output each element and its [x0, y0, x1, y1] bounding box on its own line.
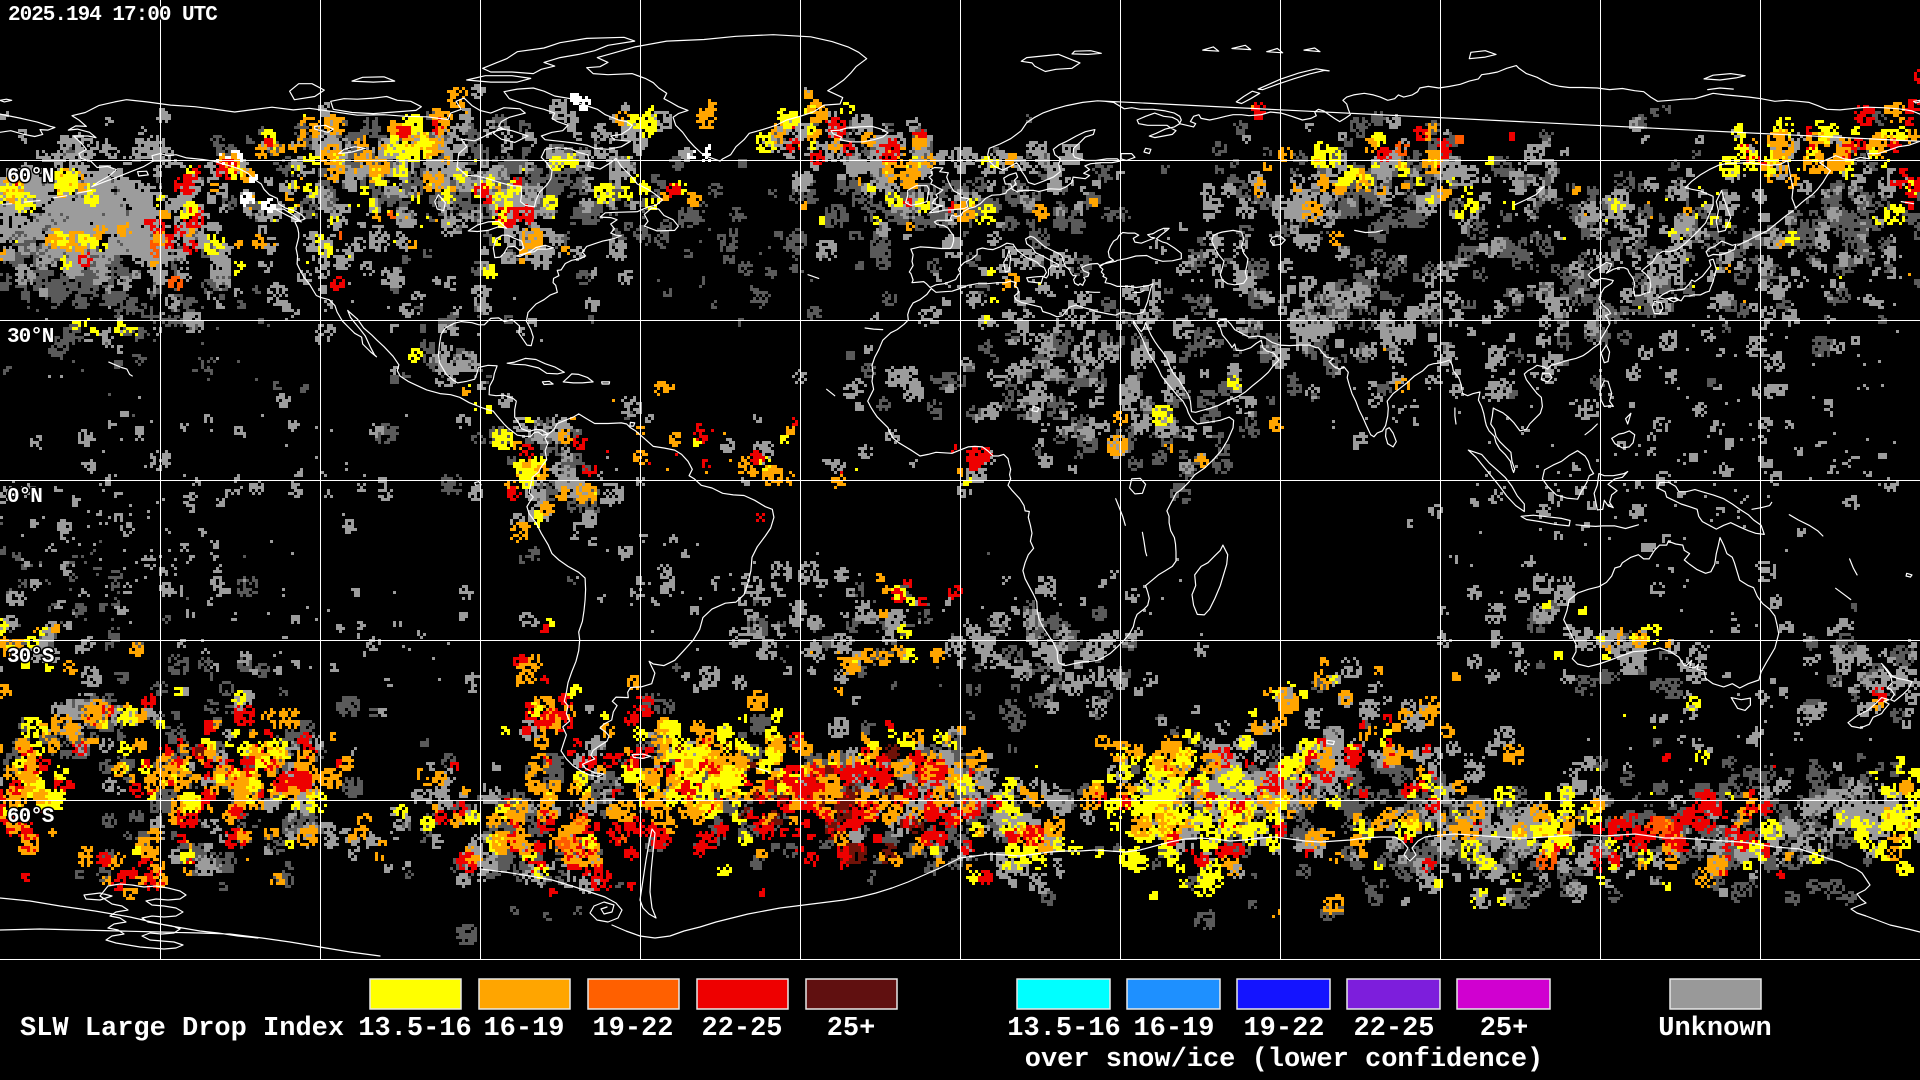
svg-text:25+: 25+	[1480, 1014, 1529, 1044]
svg-text:30°S: 30°S	[7, 646, 54, 669]
svg-text:SLW Large Drop Index: SLW Large Drop Index	[20, 1014, 344, 1044]
svg-text:19-22: 19-22	[592, 1014, 673, 1044]
svg-text:16-19: 16-19	[483, 1014, 564, 1044]
svg-text:2025.194 17:00 UTC: 2025.194 17:00 UTC	[8, 4, 218, 27]
svg-text:0°N: 0°N	[7, 486, 42, 509]
svg-text:30°N: 30°N	[7, 326, 54, 349]
svg-text:over snow/ice (lower confidenc: over snow/ice (lower confidence)	[1025, 1045, 1543, 1075]
svg-text:25+: 25+	[827, 1014, 876, 1044]
svg-text:22-25: 22-25	[701, 1014, 782, 1044]
svg-text:16-19: 16-19	[1133, 1014, 1214, 1044]
svg-text:19-22: 19-22	[1243, 1014, 1324, 1044]
svg-text:Unknown: Unknown	[1658, 1014, 1771, 1044]
svg-text:60°N: 60°N	[7, 166, 54, 189]
svg-text:22-25: 22-25	[1353, 1014, 1434, 1044]
svg-text:13.5-16: 13.5-16	[358, 1014, 471, 1044]
svg-text:13.5-16: 13.5-16	[1007, 1014, 1120, 1044]
svg-text:60°S: 60°S	[7, 806, 54, 829]
